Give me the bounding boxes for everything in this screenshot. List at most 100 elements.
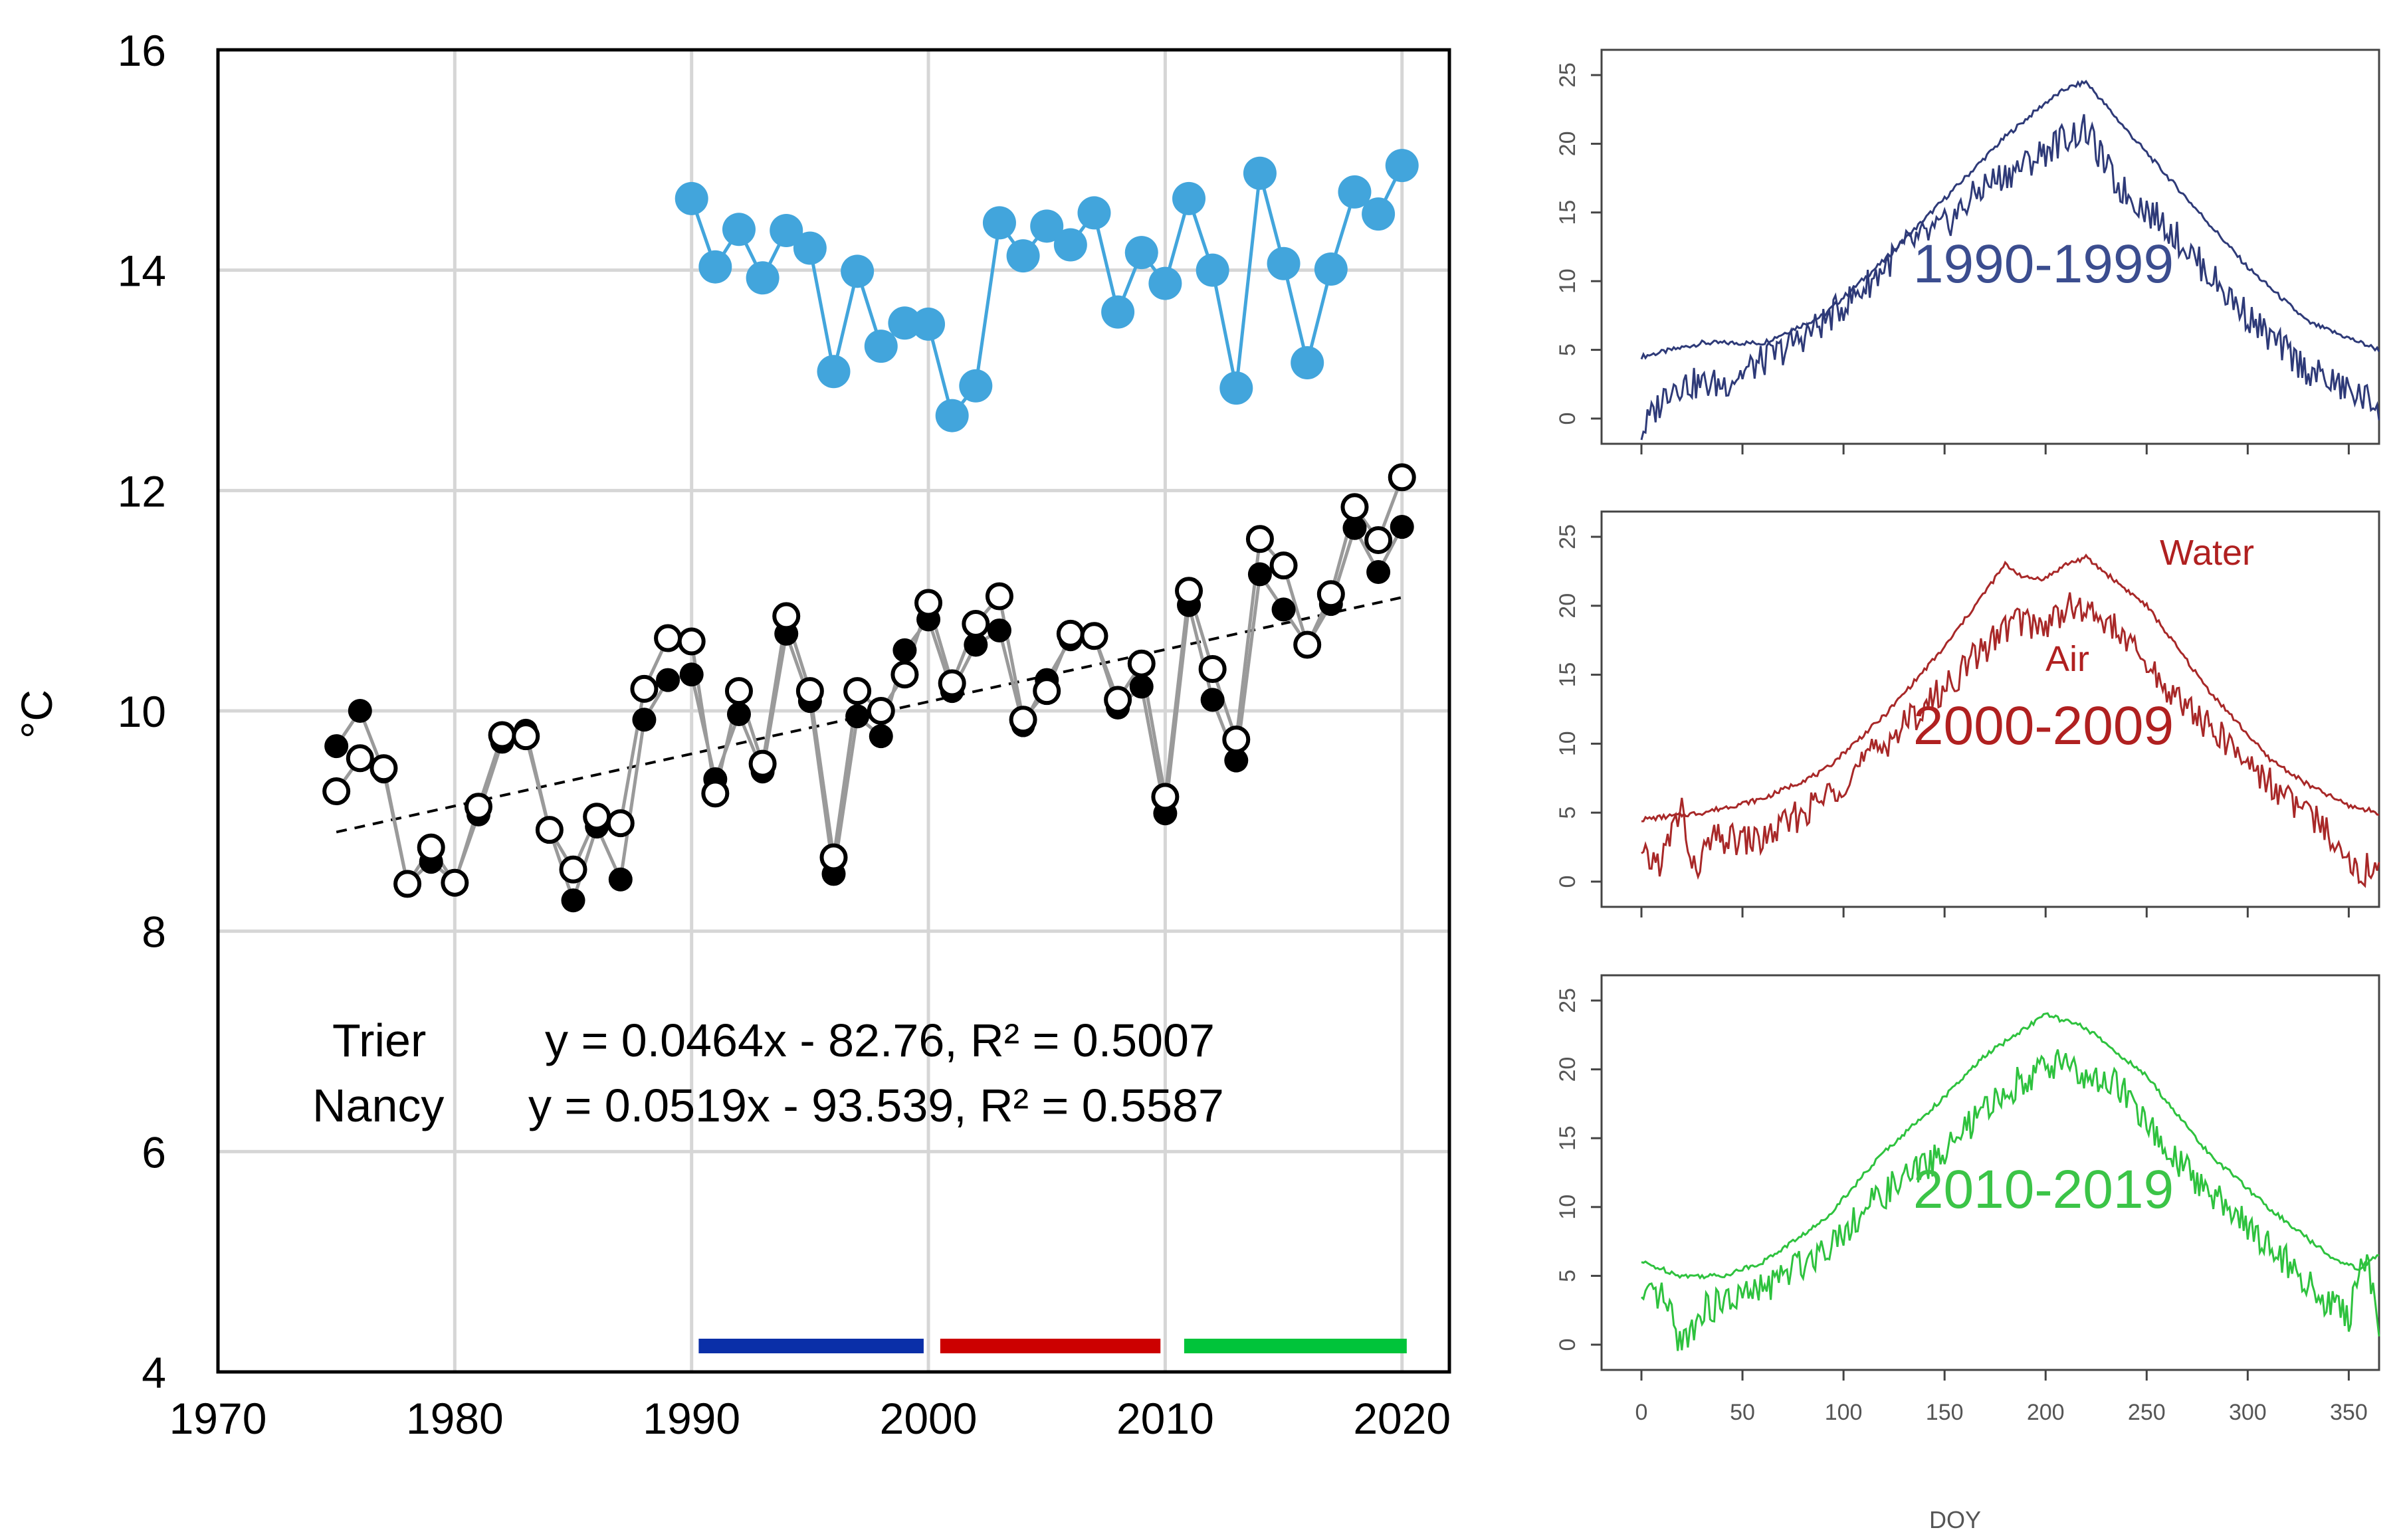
x-tick-label: 2020 [1353, 1394, 1451, 1443]
y-tick-label: 0 [1555, 413, 1580, 425]
nancy-point [1342, 516, 1367, 540]
water-point [817, 355, 851, 389]
y-tick-label: 0 [1555, 1339, 1580, 1351]
nancy-point [964, 632, 988, 657]
trier-point [1198, 654, 1227, 683]
trier-point [1080, 622, 1108, 650]
trier-point [441, 868, 469, 897]
trier-point [559, 855, 587, 884]
series-layer [322, 149, 1419, 913]
trier-point [654, 624, 682, 652]
y-tick-label: 20 [1555, 1057, 1580, 1082]
nancy-point [1200, 688, 1225, 712]
water-point [1124, 236, 1158, 270]
trier-point [1009, 706, 1037, 734]
nancy-point [1129, 674, 1154, 699]
y-tick-label: 14 [118, 246, 166, 296]
y-tick-label: 20 [1555, 131, 1580, 156]
trier-point [938, 669, 966, 698]
nancy-point [1247, 562, 1272, 587]
water-point [912, 307, 946, 341]
doy-water-line [1641, 1012, 2380, 1280]
water-label: Water [2160, 533, 2254, 573]
doy-x-axis-label: DOY [1929, 1506, 1981, 1533]
water-point [770, 213, 803, 247]
panel-frame [1600, 48, 2380, 445]
water-point [888, 306, 922, 340]
nancy-point [726, 702, 751, 726]
doy-panels: 0 5 10 15 20 25 1990-1999 0 5 10 15 20 25 2000-2009 Wa… [1555, 48, 2380, 1425]
water-point [982, 206, 1016, 240]
nancy-point [679, 662, 704, 687]
trier-point [512, 722, 540, 751]
trier-point [1340, 493, 1369, 522]
nancy-point [608, 867, 633, 892]
water-point [1314, 252, 1348, 286]
water-point [841, 254, 875, 288]
water-point [864, 330, 898, 363]
water-point [1267, 246, 1301, 280]
water-point [1338, 175, 1372, 209]
x-tick-label: 2010 [1116, 1394, 1214, 1443]
x-tick-label: 300 [2229, 1400, 2267, 1425]
period-bar [1184, 1339, 1407, 1353]
y-tick-label: 4 [142, 1348, 166, 1397]
trier-point [1245, 525, 1274, 553]
nancy-point [632, 708, 657, 732]
doy-water-line [1641, 553, 2380, 822]
plot-frame [216, 48, 1451, 1374]
y-tick-label: 20 [1555, 593, 1580, 619]
trier-point [1151, 783, 1180, 811]
nancy-point [324, 734, 349, 759]
x-tick-label: 1990 [643, 1394, 740, 1443]
water-point [1172, 181, 1206, 215]
y-tick-label: 25 [1555, 62, 1580, 88]
water-point [793, 231, 827, 265]
nancy-point [987, 618, 1011, 642]
y-tick-label: 15 [1555, 1125, 1580, 1151]
x-tick-label: 200 [2027, 1400, 2065, 1425]
x-tick-label: 50 [1730, 1400, 1755, 1425]
water-point [1385, 149, 1419, 183]
water-point [722, 213, 756, 246]
water-point [1101, 295, 1135, 329]
water-point [1077, 196, 1111, 230]
water-point [1196, 253, 1229, 287]
water-point [698, 250, 732, 284]
y-axis-label: °C [12, 690, 61, 739]
nancy-point [1390, 515, 1414, 539]
trier-point [1127, 649, 1156, 678]
period-label: 1990-1999 [1913, 234, 2174, 294]
water-point [1030, 209, 1064, 243]
nancy-point [892, 638, 917, 662]
water-point [959, 369, 993, 403]
nancy-point [561, 888, 585, 913]
trier-point [464, 793, 492, 821]
trier-point [724, 677, 753, 706]
trier-point [1056, 619, 1085, 648]
trier-point [1033, 677, 1061, 706]
annotation-nancy-equation: y = 0.0519x - 93.539, R² = 0.5587 [528, 1080, 1224, 1131]
annotation-trier-label: Trier [332, 1014, 426, 1066]
nancy-point [1271, 597, 1296, 622]
trier-point [369, 754, 398, 783]
water-point [1006, 239, 1040, 273]
doy-water-line [1640, 80, 2380, 360]
y-tick-label: 10 [118, 687, 166, 736]
trier-point [748, 749, 777, 778]
y-tick-label: 10 [1555, 268, 1580, 294]
trier-point [701, 779, 730, 808]
x-tick-label: 150 [1926, 1400, 1964, 1425]
period-label: 2010-2019 [1913, 1159, 2174, 1220]
trier-point [417, 833, 445, 862]
water-point [1362, 197, 1396, 231]
trier-point [1222, 725, 1251, 754]
doy-panel-1990-1999: 0 5 10 15 20 25 1990-1999 [1555, 48, 2380, 454]
doy-air-line [1641, 592, 2380, 888]
water-point [1219, 371, 1253, 405]
x-tick-label: 100 [1825, 1400, 1863, 1425]
trier-point [1269, 551, 1298, 580]
doy-air-line [1641, 1049, 2380, 1351]
x-tick-label: 350 [2330, 1400, 2368, 1425]
